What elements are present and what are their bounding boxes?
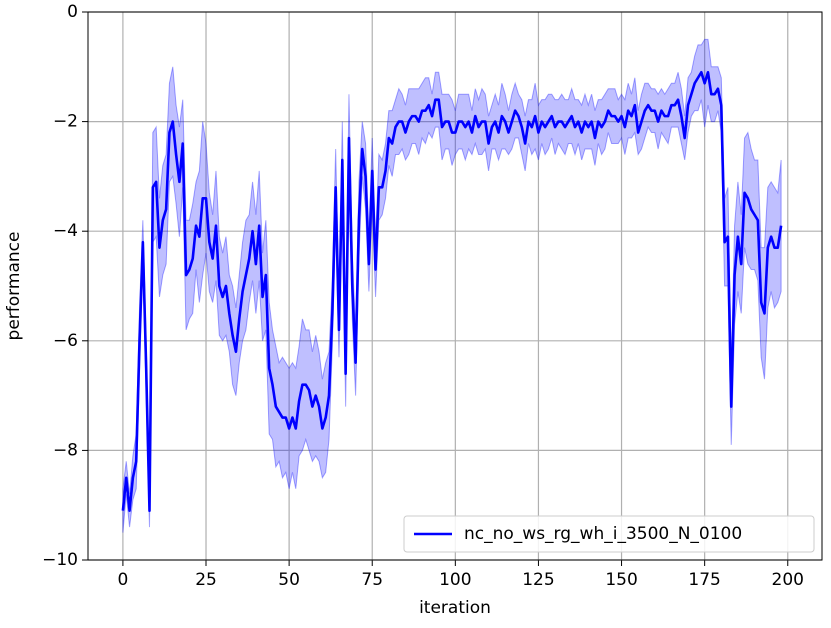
y-tick-label: −2 [53,112,78,132]
x-tick-label: 75 [361,570,383,590]
plot-frame [87,11,823,561]
x-tick-label: 0 [117,570,128,590]
x-tick-label: 25 [195,570,217,590]
legend-box [403,515,815,553]
x-tick-label: 100 [439,570,471,590]
x-tick-label: 50 [278,570,300,590]
x-tick-label: 150 [605,570,637,590]
y-tick-label: −10 [42,550,78,570]
line [121,70,783,512]
y-tick-label: −8 [53,440,78,460]
x-tick-label: 200 [772,570,804,590]
x-tick-label: 125 [522,570,554,590]
x-axis-label: iteration [419,598,491,618]
legend-label: nc_no_ws_rg_wh_i_3500_N_0100 [464,524,742,544]
x-tick-label: 175 [688,570,720,590]
error-band [122,38,782,533]
y-tick-label: −6 [53,331,78,351]
y-tick-label: 0 [67,2,78,22]
y-axis-label: performance [4,232,24,341]
y-tick-label: −4 [53,221,78,241]
